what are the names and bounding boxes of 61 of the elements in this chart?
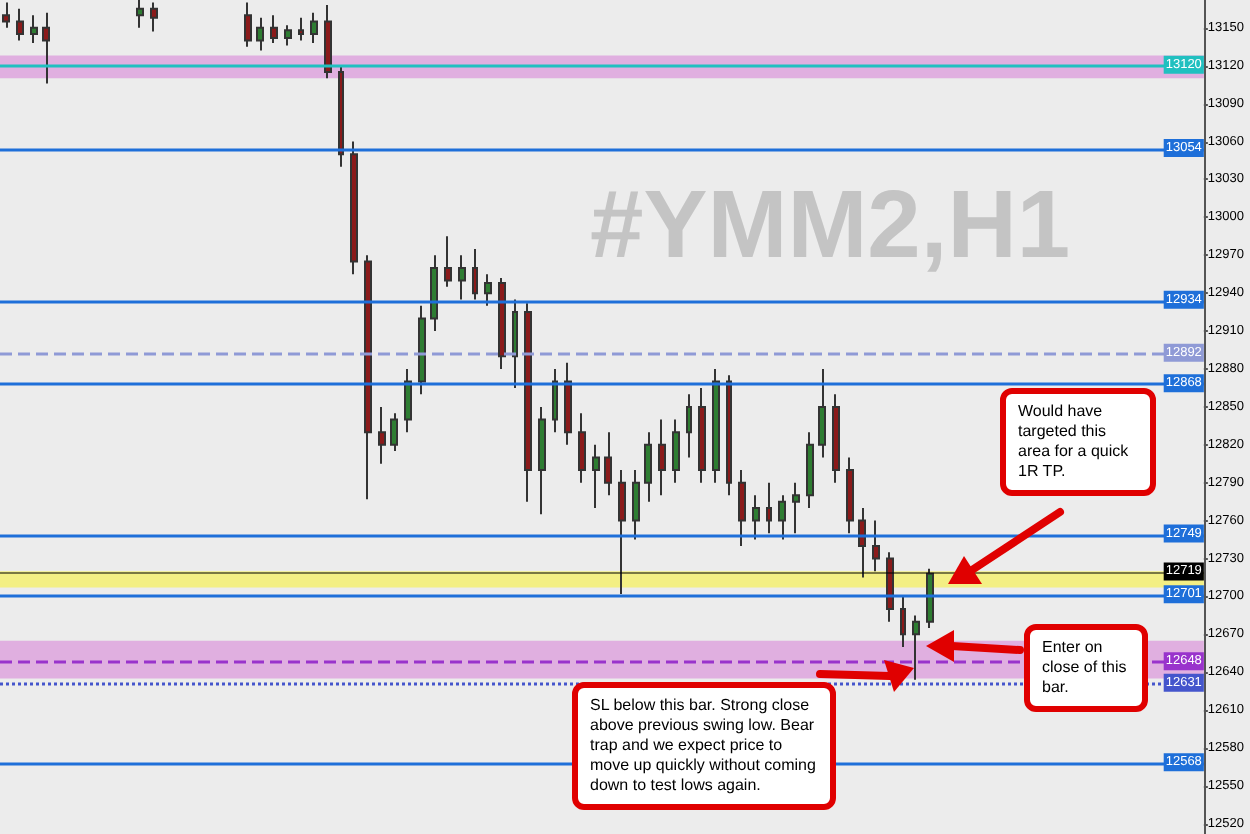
candlestick (150, 1, 158, 33)
candlestick (418, 304, 426, 396)
candlestick (2, 1, 10, 29)
candlestick (484, 273, 492, 307)
candlestick (806, 431, 814, 509)
candlestick (42, 11, 50, 85)
candlestick (778, 494, 786, 541)
candlestick (766, 481, 772, 535)
candlestick (244, 1, 252, 48)
candlestick (324, 4, 332, 80)
candlestick (926, 567, 934, 630)
candlestick (444, 235, 452, 288)
candlestick (604, 431, 612, 497)
candlestick (538, 405, 546, 516)
callout-box: Enter on close of this bar. (1024, 624, 1148, 712)
candlestick (846, 456, 854, 535)
candlestick (832, 393, 840, 484)
candlestick (430, 254, 438, 333)
candlestick (364, 254, 372, 501)
candlestick (686, 393, 692, 459)
candlestick (512, 298, 518, 389)
candlestick (338, 64, 344, 168)
candlestick (552, 367, 558, 434)
candlestick (618, 469, 626, 595)
candlestick (270, 14, 278, 44)
candlestick (404, 367, 412, 434)
candlestick (458, 254, 466, 301)
candlestick (712, 367, 720, 484)
candlestick (472, 247, 478, 301)
candlestick (726, 374, 732, 497)
candlestick (752, 494, 760, 541)
candlestick (256, 16, 264, 52)
candlestick (350, 140, 358, 276)
candlestick (672, 418, 680, 484)
candlestick (298, 16, 304, 42)
candlestick (136, 0, 144, 29)
candlestick (658, 418, 666, 497)
candlestick (818, 367, 826, 459)
candlestick (498, 277, 506, 370)
candlestick (30, 14, 38, 44)
candlestick (698, 386, 706, 484)
candlestick (378, 405, 386, 465)
candlestick (578, 412, 586, 484)
candlestick (872, 519, 880, 573)
candlestick (912, 614, 920, 681)
candlestick (390, 412, 398, 453)
candlestick (564, 361, 572, 446)
candlestick (858, 506, 866, 579)
candlestick (310, 11, 318, 44)
candlestick (644, 431, 652, 503)
candlestick (792, 481, 800, 535)
callout-box: SL below this bar. Strong close above previous swing low. Bear trap and we expect price to move up quickly without coming down to test lows again. (572, 682, 836, 810)
candlestick (632, 469, 640, 541)
candlestick (284, 24, 292, 47)
candlestick (524, 302, 532, 503)
candlestick (900, 595, 906, 648)
candlestick (592, 443, 600, 509)
callout-box: Would have targeted this area for a quick 1R TP. (1000, 388, 1156, 496)
candlestick (16, 7, 24, 42)
candlestick (886, 551, 894, 623)
candlestick (738, 469, 746, 547)
